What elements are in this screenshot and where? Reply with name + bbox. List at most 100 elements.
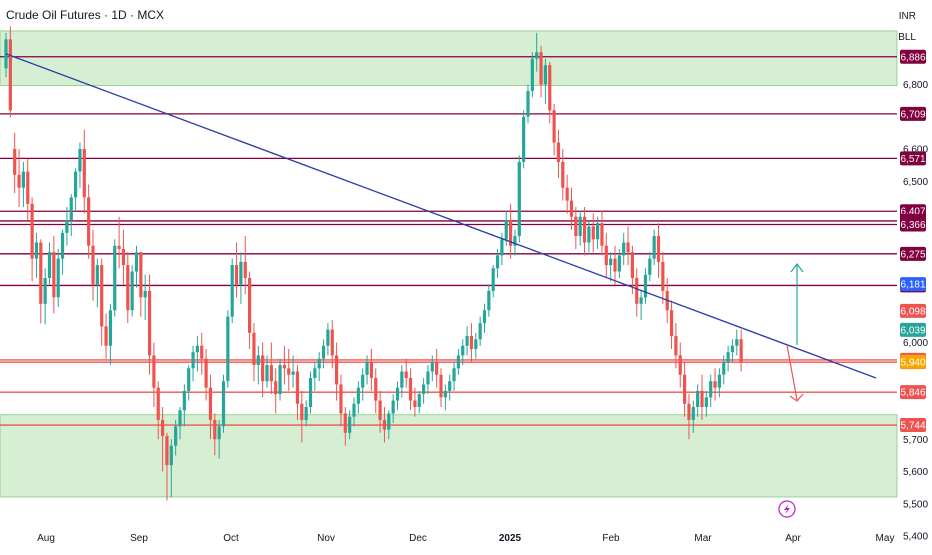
candle-body [552,110,556,143]
candle-body [182,390,186,411]
price-tag[interactable]: 6,275 [900,246,926,261]
lightning-icon[interactable] [784,504,790,514]
price-tag-label: 6,181 [900,280,925,291]
candle-body [709,381,713,398]
candle-body [435,361,439,375]
candle-body [430,361,434,372]
time-tick: Aug [37,533,55,544]
time-tick: Nov [317,533,335,544]
candle-body [604,245,608,266]
zone-rect[interactable] [0,30,898,86]
candle-body [291,371,295,375]
candle-body [117,245,121,249]
price-tag-label: 6,366 [900,220,925,231]
currency-label[interactable]: INR [898,11,916,22]
candle-body [517,161,521,237]
price-tag[interactable]: 6,366 [900,217,926,232]
price-tag-box[interactable] [900,49,926,64]
candle-body [30,203,34,259]
candle-body [295,371,300,404]
candle-body [696,390,700,407]
candle-body [8,39,12,111]
candle-body [69,197,73,220]
candle-body [217,426,221,440]
candle-body [174,426,178,446]
candle-body [34,242,39,259]
candle-body [400,371,404,388]
price-tag[interactable]: 6,098 [900,303,926,318]
price-tag-box[interactable] [900,106,926,121]
price-tag[interactable]: 6,039 [900,322,926,337]
candle-body [169,445,173,466]
price-tag-box[interactable] [900,418,926,433]
candle-body [17,174,21,188]
candle-body [265,365,269,382]
time-tick: Sep [130,533,148,544]
price-tag-box[interactable] [900,277,926,292]
price-tag-box[interactable] [900,354,926,369]
candle-body [287,368,291,375]
price-tag-box[interactable] [900,303,926,318]
candle-body [352,403,356,417]
candle-body [491,268,495,291]
candlesticks [4,26,743,501]
candle-body [330,329,334,356]
candle-body [474,339,478,349]
candle-body [456,355,460,369]
price-tag-box[interactable] [900,151,926,166]
candle-body [652,236,656,259]
up-arrow-icon[interactable] [790,263,804,273]
candle-body [543,65,547,85]
down-arrow-line[interactable] [786,344,798,401]
price-tag-box[interactable] [900,322,926,337]
candle-body [178,410,182,427]
candle-body [130,271,134,311]
candle-body [408,377,413,401]
price-tag[interactable]: 5,940 [900,354,926,369]
candle-body [121,248,126,266]
price-tag-label: 6,275 [900,249,925,260]
candle-body [200,345,204,359]
candle-body [391,400,395,414]
candle-body [108,310,112,346]
candle-body [39,242,43,304]
candle-body [356,387,360,404]
candle-body [569,200,574,217]
lightning-icon-ring[interactable] [778,500,796,518]
candle-body [269,365,273,382]
candle-body [478,323,482,340]
price-tag[interactable]: 6,181 [900,277,926,292]
candle-body [26,171,30,204]
unit-label[interactable]: BLL [898,32,916,43]
price-tag-label: 6,571 [900,154,925,165]
down-arrow-icon[interactable] [789,393,804,402]
candle-body [308,377,313,407]
candle-body [704,397,708,407]
price-tag[interactable]: 6,886 [900,49,926,64]
candle-body [530,58,534,91]
zone-rect[interactable] [0,414,898,498]
price-tick: 6,800 [903,80,928,91]
price-tag-box[interactable] [900,246,926,261]
price-tag[interactable]: 6,571 [900,151,926,166]
price-tag-box[interactable] [900,217,926,232]
candle-body [91,245,95,285]
candle-body [678,355,682,375]
price-tag[interactable]: 5,744 [900,418,926,433]
candle-body [726,352,730,362]
candle-body [82,149,86,198]
candle-body [74,171,78,198]
price-tick: 5,500 [903,499,928,510]
candle-body [278,365,282,395]
trendline[interactable] [5,53,877,379]
time-tick: 2025 [499,533,522,544]
price-tag[interactable]: 6,709 [900,106,926,121]
price-tag-box[interactable] [900,385,926,400]
candle-body [548,65,552,111]
candle-body [56,258,60,298]
candle-body [313,368,317,378]
candle-body [43,278,47,304]
price-tag[interactable]: 5,846 [900,385,926,400]
